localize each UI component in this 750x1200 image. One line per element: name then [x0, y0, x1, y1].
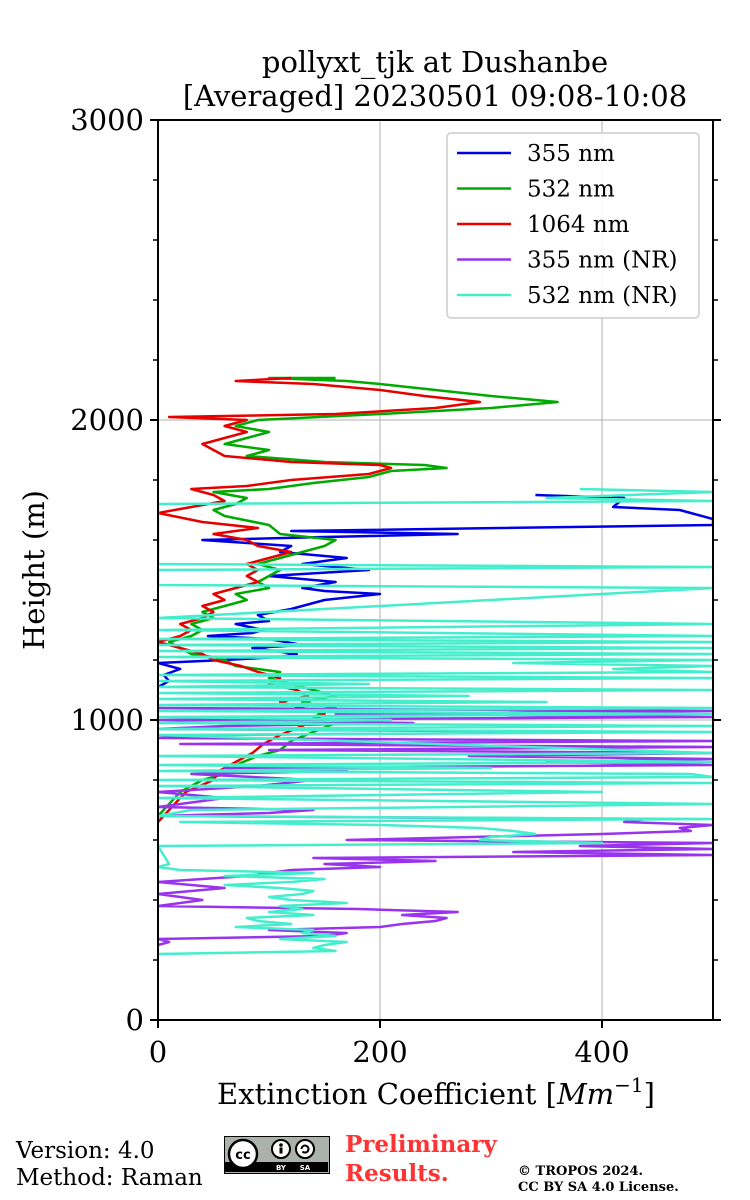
preliminary-results-notice: Preliminary Results. [345, 1130, 497, 1188]
y-tick-label: 0 [126, 1003, 144, 1037]
x-axis-label-exponent: −1 [614, 1073, 643, 1097]
y-tick-label: 1000 [70, 703, 144, 737]
copyright-line1: © TROPOS 2024. [518, 1164, 644, 1179]
legend-label-532-nm: 532 nm [527, 177, 615, 203]
chart-title-line1: pollyxt_tjk at Dushanbe [262, 45, 608, 80]
copyright-line2: CC BY SA 4.0 License. [518, 1180, 679, 1195]
x-tick-label: 400 [574, 1035, 629, 1069]
x-axis-label-close: ] [644, 1077, 655, 1111]
legend-label-355-nm-nr: 355 nm (NR) [527, 248, 678, 274]
y-tick-label: 2000 [70, 403, 144, 437]
y-tick-label: 3000 [70, 103, 144, 137]
y-axis-label: Height (m) [17, 490, 51, 650]
method-text: Method: Raman [16, 1165, 203, 1191]
copyright-notice: © TROPOS 2024. CC BY SA 4.0 License. [518, 1164, 679, 1196]
legend-label-1064-nm: 1064 nm [527, 212, 630, 238]
series-line-355-nm-nr [158, 706, 713, 947]
svg-text:BY: BY [276, 1164, 287, 1172]
series-line-532-nm-nr [158, 487, 713, 956]
chart-title-line2: [Averaged] 20230501 09:08-10:08 [183, 79, 687, 113]
plot-frame [157, 119, 714, 1021]
x-axis-label-unit: Mm [556, 1077, 614, 1111]
cc-license-badge: cc BY SA [224, 1136, 330, 1174]
version-text: Version: 4.0 [16, 1138, 155, 1164]
series-lines [158, 376, 713, 956]
legend-box [446, 132, 700, 319]
legend-label-355-nm: 355 nm [527, 141, 615, 167]
legend-label-532-nm-nr: 532 nm (NR) [527, 283, 678, 309]
cc-by-sa-logo: cc BY SA [225, 1138, 328, 1172]
legend: 355 nm 532 nm 1064 nm 355 nm (NR) 532 nm (NR… [446, 132, 700, 319]
x-tick-label: 200 [352, 1035, 407, 1069]
x-tick-label: 0 [149, 1035, 167, 1069]
axis-ticks: 0 1000 2000 3000 0 200 400 [70, 103, 721, 1069]
footer-info: Version: 4.0 Method: Raman [16, 1138, 203, 1192]
svg-text:cc: cc [235, 1148, 250, 1163]
x-axis-label-text: Extinction Coefficient [ [217, 1077, 557, 1111]
prelim-line1: Preliminary [345, 1131, 497, 1158]
x-axis-label: Extinction Coefficient [Mm−1] [217, 1073, 655, 1111]
prelim-line2: Results. [345, 1160, 449, 1187]
svg-text:SA: SA [300, 1164, 311, 1172]
